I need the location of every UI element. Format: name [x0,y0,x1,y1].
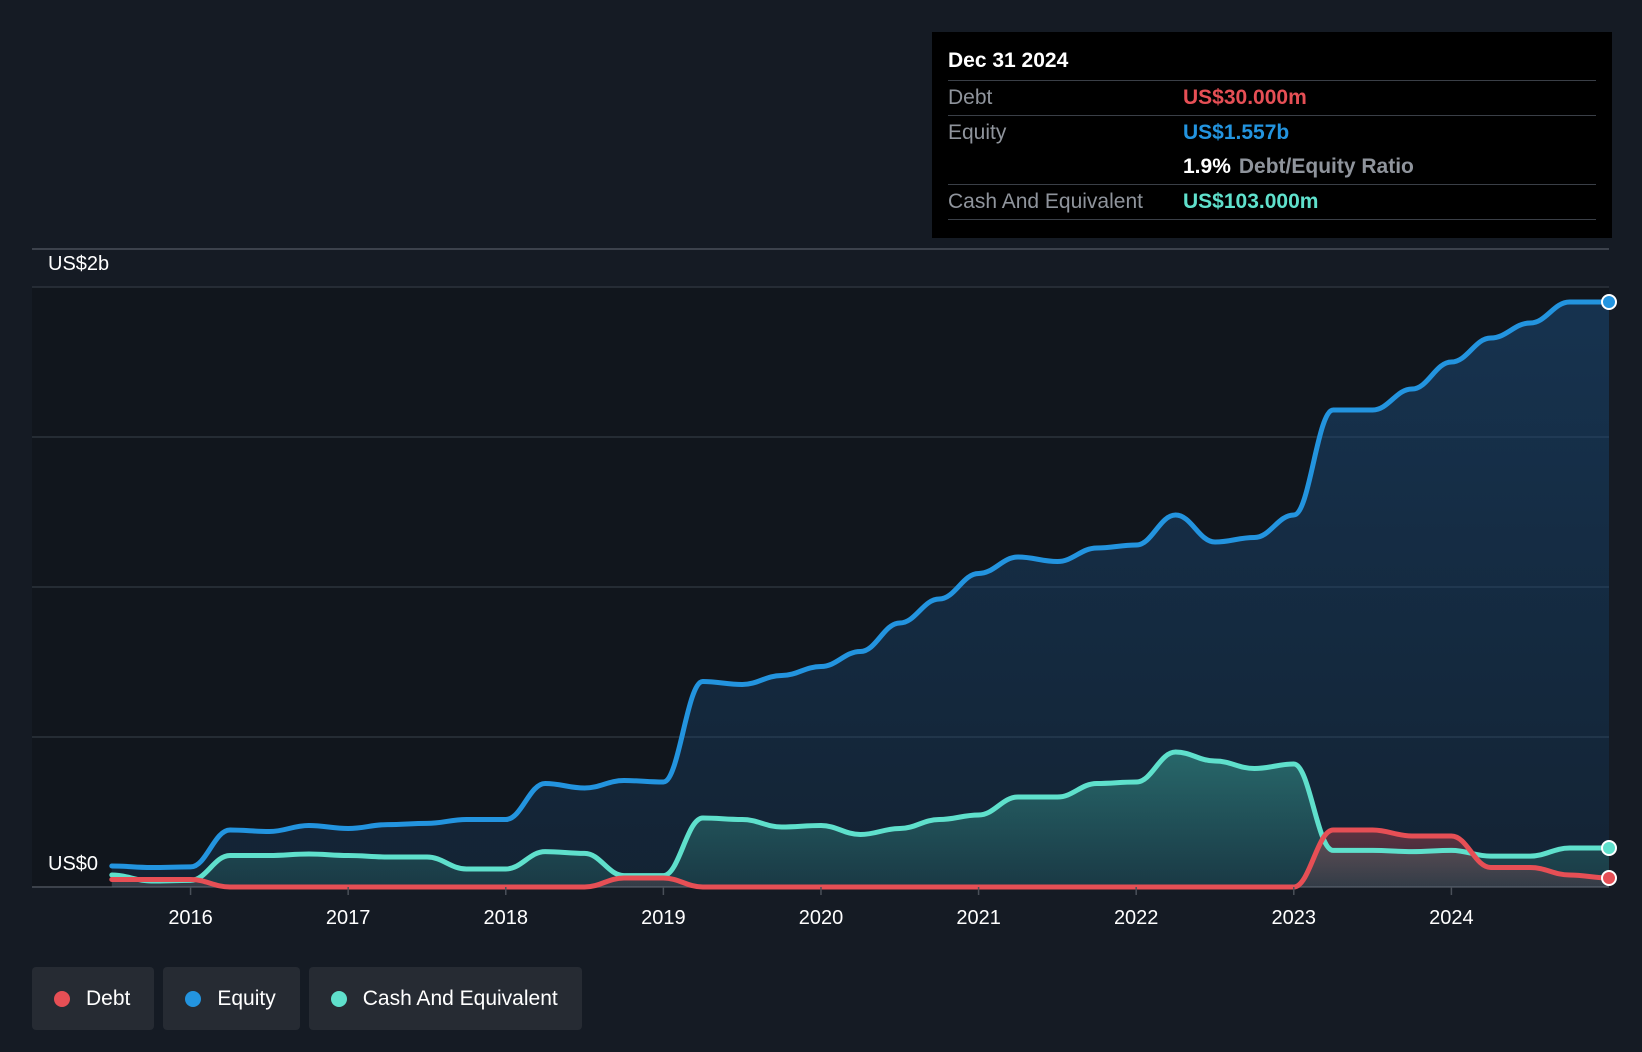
tooltip-debt-row: Debt US$30.000m [948,80,1596,115]
x-tick-label: 2019 [641,907,686,929]
tooltip-cash-row: Cash And Equivalent US$103.000m [948,184,1596,220]
tooltip-date: Dec 31 2024 [948,49,1069,72]
cash-endpoint [1601,840,1617,856]
debt-line [109,827,1612,890]
series-areas [111,302,1609,887]
tooltip-cash-value: US$103.000m [1183,190,1319,213]
tooltip: Dec 31 2024 Debt US$30.000m Equity US$1.… [932,32,1612,238]
legend-item-debt[interactable]: Debt [32,967,155,1030]
cash-dot-icon [330,990,347,1007]
tooltip-ratio-label: Debt/Equity Ratio [1238,155,1414,178]
x-tick-label: 2017 [326,907,371,929]
tooltip-debt-value: US$30.000m [1183,86,1307,109]
tooltip-equity-row: Equity US$1.557b [948,115,1596,150]
tooltip-debt-label: Debt [948,86,993,109]
legend-label-debt: Debt [86,986,131,1010]
legend-label-cash: Cash And Equivalent [362,986,558,1010]
x-tick-label: 2020 [799,907,844,929]
tooltip-equity-value: US$1.557b [1183,121,1290,144]
x-tick-label: 2023 [1272,907,1317,929]
equity-endpoint [1601,294,1617,310]
x-tick-label: 2024 [1429,907,1474,929]
tooltip-cash-label: Cash And Equivalent [948,190,1143,213]
y-axis-top-label: US$2b [48,253,109,275]
tooltip-ratio-value: 1.9% [1183,155,1231,178]
x-tick-label: 2022 [1114,907,1159,929]
legend-label-equity: Equity [217,986,276,1010]
debt-dot-icon [54,990,70,1007]
x-tick-label: 2016 [168,907,213,929]
x-tick-label: 2018 [484,907,529,929]
cash-line [109,749,1612,884]
legend: Debt Equity Cash And Equivalent [32,967,582,1030]
series-endpoints [1601,294,1617,886]
debt-area [111,830,1609,887]
x-tick-label: 2021 [956,907,1001,929]
series-lines [109,299,1612,890]
cash-area [111,752,1609,887]
x-axis: 2016 2017 2018 2019 2020 2021 2022 2023 2024 [168,887,1474,929]
y-axis-bottom-label: US$0 [48,853,98,875]
equity-area [111,302,1609,887]
legend-item-equity[interactable]: Equity [163,967,300,1030]
legend-item-cash[interactable]: Cash And Equivalent [308,967,582,1030]
debt-endpoint [1601,870,1617,886]
equity-line [109,299,1612,870]
tooltip-ratio-row: 1.9% Debt/Equity Ratio [948,150,1596,184]
equity-dot-icon [185,990,202,1007]
tooltip-equity-label: Equity [948,121,1007,144]
